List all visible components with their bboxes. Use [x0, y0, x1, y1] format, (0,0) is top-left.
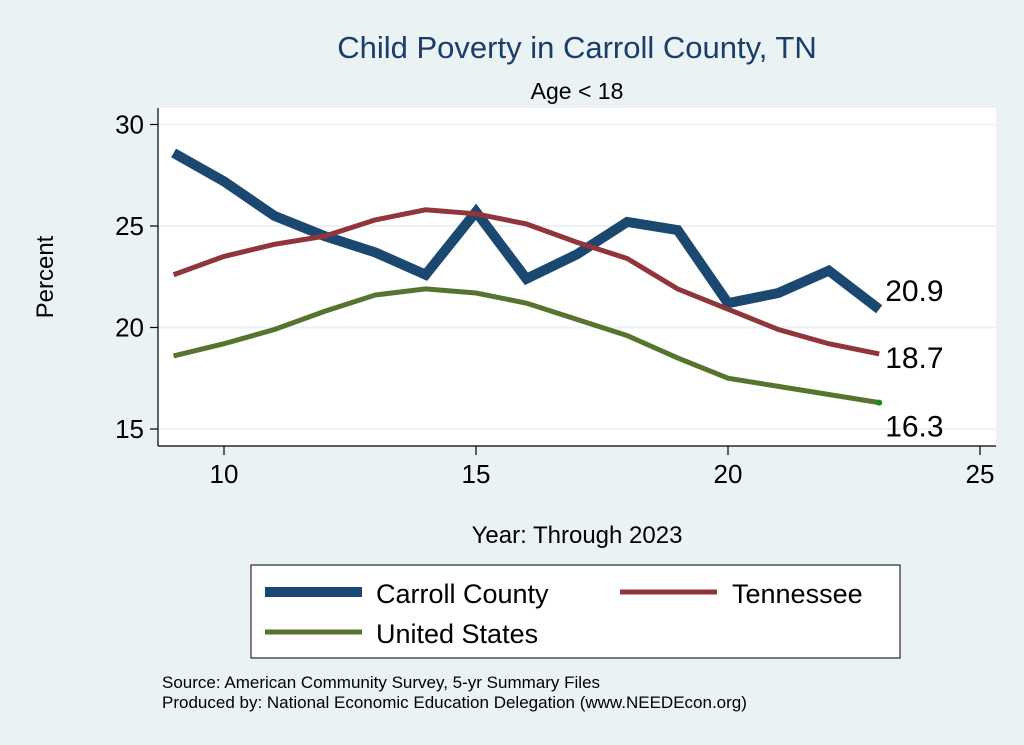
end-label-tennessee: 18.7 — [885, 342, 943, 375]
legend-label-tennessee: Tennessee — [732, 579, 863, 609]
chart-subtitle: Age < 18 — [531, 78, 624, 104]
producer-note: Produced by: National Economic Education… — [162, 693, 747, 712]
chart-title: Child Poverty in Carroll County, TN — [337, 30, 817, 65]
y-tick-label: 20 — [115, 313, 144, 343]
y-axis-title: Percent — [32, 235, 59, 318]
x-tick-label: 15 — [462, 459, 491, 489]
source-note: Source: American Community Survey, 5-yr … — [162, 673, 600, 692]
x-tick-label: 10 — [210, 459, 239, 489]
legend-label-united-states: United States — [376, 619, 538, 649]
x-tick-label: 25 — [966, 459, 995, 489]
x-axis-title: Year: Through 2023 — [472, 522, 683, 549]
y-tick-label: 30 — [115, 110, 144, 140]
legend: Carroll County Tennessee United States — [250, 564, 901, 659]
endpoint-marker-united-states — [876, 399, 883, 406]
legend-box — [250, 564, 901, 659]
y-ticks: 15 20 25 30 — [115, 110, 158, 444]
x-ticks: 10 15 20 25 — [210, 446, 995, 489]
end-labels: 20.9 18.7 16.3 — [885, 275, 943, 443]
plot-area — [158, 108, 996, 446]
series-lines — [171, 148, 883, 406]
end-label-united-states: 16.3 — [885, 411, 943, 444]
x-tick-label: 20 — [714, 459, 743, 489]
y-tick-label: 15 — [115, 414, 144, 444]
end-label-carroll-county: 20.9 — [885, 275, 943, 308]
y-tick-label: 25 — [115, 211, 144, 241]
legend-label-carroll-county: Carroll County — [376, 579, 549, 609]
